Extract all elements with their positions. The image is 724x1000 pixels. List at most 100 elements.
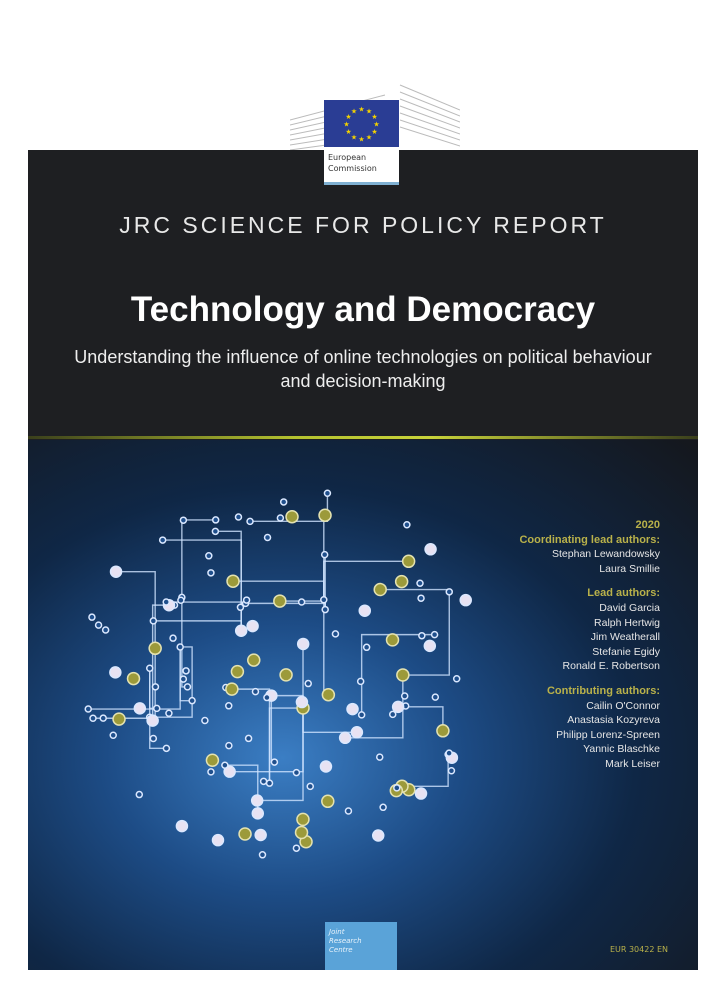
network-node — [246, 619, 259, 633]
network-node — [436, 724, 450, 738]
star-icon: ★ — [366, 108, 372, 116]
network-node — [259, 777, 268, 786]
network-link — [402, 591, 450, 676]
author: Cailin O'Connor — [586, 699, 660, 712]
network-node — [230, 664, 245, 679]
report-number: EUR 30422 EN — [609, 945, 668, 954]
network-node — [273, 594, 287, 608]
author: Anastasia Kozyreva — [567, 714, 660, 727]
network-node — [246, 517, 254, 526]
network-node — [396, 668, 410, 682]
network-node — [400, 692, 409, 700]
network-node — [294, 825, 309, 840]
author: Mark Leiser — [605, 757, 660, 770]
network-node — [320, 550, 329, 559]
network-node — [149, 734, 158, 743]
network-link — [229, 708, 304, 773]
jrc-line3: Centre — [329, 946, 353, 954]
network-node — [306, 782, 314, 791]
network-node — [89, 714, 97, 723]
network-node — [391, 700, 405, 714]
network-node — [223, 765, 236, 778]
network-node — [109, 666, 122, 679]
network-node — [162, 744, 171, 753]
network-node — [414, 787, 428, 800]
coordinating-heading: Coordinating lead authors: — [519, 533, 660, 546]
network-link — [88, 646, 181, 710]
network-node — [297, 598, 306, 606]
network-node — [356, 677, 365, 686]
network-node — [362, 643, 371, 652]
network-node — [416, 579, 424, 587]
network-node — [295, 695, 309, 709]
network-node — [251, 807, 265, 820]
network-link — [231, 688, 271, 784]
network-node — [358, 604, 372, 617]
network-node — [296, 637, 310, 651]
network-node — [236, 603, 245, 612]
network-node — [244, 734, 253, 743]
network-node — [279, 498, 288, 506]
network-node — [270, 758, 279, 766]
network-node — [344, 807, 353, 815]
network-node — [265, 779, 274, 787]
network-node — [99, 714, 107, 722]
network-node — [445, 749, 453, 757]
report-subtitle: Understanding the influence of online te… — [74, 347, 652, 391]
network-node — [135, 790, 144, 799]
network-node — [109, 731, 117, 739]
network-node — [403, 520, 411, 529]
network-node — [292, 844, 301, 852]
network-node — [385, 633, 400, 647]
network-node — [350, 726, 364, 739]
network-node — [321, 605, 329, 614]
network-node — [175, 819, 189, 833]
network-node — [151, 683, 160, 691]
logo-text-line1: European — [328, 153, 367, 162]
network-node — [319, 760, 333, 773]
network-node — [247, 653, 261, 667]
network-node — [211, 833, 225, 847]
star-icon: ★ — [358, 106, 364, 114]
star-icon: ★ — [351, 133, 357, 141]
author: Laura Smillie — [599, 562, 660, 575]
network-link — [398, 706, 444, 731]
network-node — [152, 704, 161, 713]
network-link — [153, 620, 242, 631]
network-node — [296, 812, 310, 827]
network-node — [251, 687, 260, 696]
network-node — [225, 741, 233, 750]
network-node — [211, 516, 220, 524]
network-node — [285, 509, 299, 524]
network-node — [263, 693, 271, 702]
jrc-line1: Joint — [329, 928, 345, 936]
network-node — [226, 574, 240, 588]
network-node — [331, 630, 340, 638]
year: 2020 — [635, 519, 660, 531]
network-node — [254, 828, 267, 842]
network-node — [445, 588, 454, 596]
network-node — [417, 594, 425, 602]
network-node — [321, 687, 336, 702]
network-link — [149, 668, 167, 750]
network-node — [304, 679, 312, 688]
network-node — [225, 702, 233, 710]
network-node — [338, 731, 352, 745]
network-node — [177, 596, 185, 605]
author: Stephan Lewandowsky — [552, 548, 660, 561]
network-node — [371, 829, 385, 842]
network-node — [242, 596, 251, 604]
network-node — [149, 617, 158, 625]
network-node — [459, 593, 472, 607]
author: Philipp Lorenz-Spreen — [556, 728, 660, 741]
network-node — [84, 705, 92, 713]
network-node — [162, 598, 170, 606]
star-icon: ★ — [371, 113, 377, 121]
network-node — [418, 631, 426, 640]
network-link — [270, 695, 275, 763]
lead-heading: Lead authors: — [587, 587, 660, 600]
network-node — [109, 565, 123, 578]
author: Yannic Blaschke — [583, 743, 660, 756]
network-link — [380, 588, 450, 592]
network-node — [323, 489, 332, 497]
